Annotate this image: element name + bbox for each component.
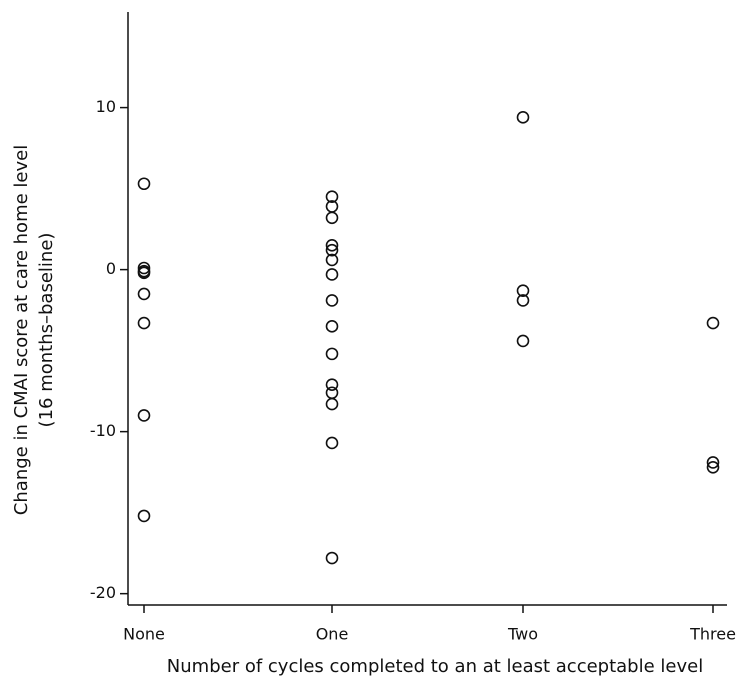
- point: [137, 261, 151, 275]
- point: [325, 551, 339, 565]
- point: [137, 509, 151, 523]
- point: [325, 268, 339, 281]
- point: [516, 111, 530, 124]
- point: [325, 211, 339, 225]
- point: [325, 378, 339, 391]
- y-tick-label: -10: [90, 421, 116, 440]
- point: [137, 177, 151, 191]
- x-axis-label: Number of cycles completed to an at leas…: [167, 656, 703, 677]
- point: [137, 287, 151, 301]
- point: [325, 253, 339, 267]
- point: [516, 334, 530, 348]
- x-tick-label: Three: [689, 625, 736, 644]
- point: [325, 243, 339, 257]
- point: [137, 409, 151, 422]
- y-axis-label: Change in CMAI score at care home level: [11, 145, 32, 515]
- y-tick-label: 0: [106, 259, 116, 278]
- point: [325, 190, 339, 204]
- point: [706, 456, 720, 469]
- point: [516, 294, 530, 307]
- y-axis-label: (16 months–baseline): [36, 233, 57, 428]
- point: [325, 239, 339, 252]
- x-tick-label: Two: [507, 625, 538, 644]
- y-tick-label: -20: [90, 583, 116, 602]
- point: [325, 397, 339, 411]
- point: [137, 316, 151, 330]
- point: [137, 266, 151, 280]
- y-tick-label: 10: [96, 97, 116, 116]
- point: [325, 347, 339, 361]
- x-tick-label: None: [123, 625, 165, 644]
- point: [706, 460, 720, 474]
- point: [325, 294, 339, 307]
- point: [325, 320, 339, 333]
- point: [325, 436, 339, 450]
- point: [516, 284, 530, 297]
- point: [706, 316, 720, 330]
- point: [325, 386, 339, 400]
- x-tick-label: One: [316, 625, 349, 644]
